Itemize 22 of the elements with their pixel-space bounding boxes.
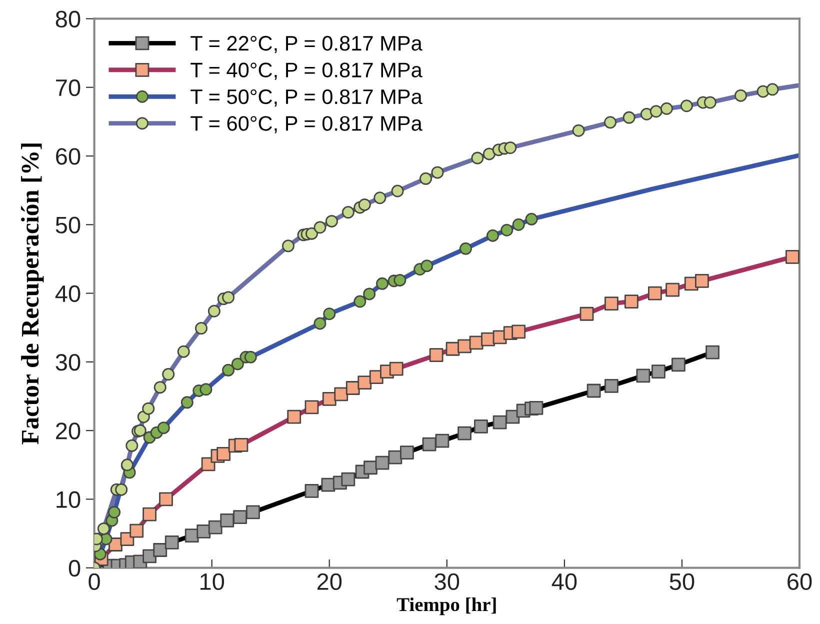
legend-label: T = 22°C, P = 0.817 MPa	[190, 36, 422, 54]
y-tick-label: 80	[56, 10, 80, 28]
y-tick-label: 70	[56, 79, 80, 96]
x-tick-label: 40	[552, 573, 577, 590]
y-tick-label: 60	[56, 148, 80, 165]
x-tick-label: 20	[317, 573, 342, 590]
x-tick-label: 60	[788, 573, 812, 590]
x-tick-label: 0	[88, 573, 100, 590]
legend-label: T = 40°C, P = 0.817 MPa	[190, 62, 422, 80]
y-tick-label: 30	[56, 354, 80, 371]
x-tick-label: 50	[670, 573, 694, 590]
x-tick-label: 10	[200, 573, 224, 590]
y-tick-label: 0	[68, 560, 80, 577]
legend-label: T = 60°C, P = 0.817 MPa	[190, 116, 422, 134]
legend-label: T = 50°C, P = 0.817 MPa	[190, 89, 422, 107]
x-tick-label: 30	[434, 573, 460, 590]
y-tick-label: 20	[56, 422, 80, 440]
y-tick-label: 10	[56, 491, 80, 508]
y-axis-title: Factor de Recuperación [%]	[21, 144, 44, 444]
y-tick-label: 40	[55, 285, 80, 302]
x-axis-title: Tiempo [hr]	[396, 597, 496, 616]
y-tick-label: 50	[56, 216, 80, 234]
